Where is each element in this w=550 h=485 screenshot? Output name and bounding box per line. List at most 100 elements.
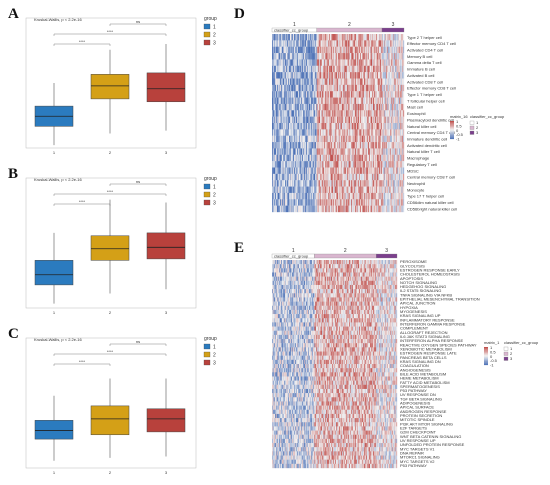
heat-legend-step (450, 124, 454, 125)
heat-legend-step (450, 121, 454, 122)
heat-cell (403, 98, 404, 105)
box-1 (35, 420, 73, 439)
heat-legend-step (450, 129, 454, 130)
heat-cell (403, 136, 404, 143)
legend-swatch-1 (204, 184, 210, 189)
heat-legend-step (450, 126, 454, 127)
panel-letter-b: B (8, 166, 18, 183)
heat-cell (403, 59, 404, 66)
group-bar-3 (382, 28, 404, 32)
group-legend-swatch-2 (470, 126, 474, 130)
box-2 (91, 236, 129, 261)
legend-label-2: 2 (213, 353, 216, 359)
row-label: MDSC (407, 168, 419, 173)
heat-cell (403, 129, 404, 136)
group-legend-swatch-1 (470, 121, 474, 125)
row-label: CD56bright natural killer cell (407, 206, 457, 211)
group-bar-2 (317, 28, 382, 32)
heat-cell (403, 206, 404, 213)
legend-label-3: 3 (213, 41, 216, 47)
panel-letter-d: D (234, 6, 245, 23)
bracket-label-0: **** (79, 39, 86, 44)
heat-cell (403, 104, 404, 111)
row-label: Central memory CD8 T cell (407, 175, 455, 180)
box-2 (91, 74, 129, 99)
row-label: Immature dendritic cell (407, 136, 447, 141)
heat-cell (403, 91, 404, 98)
heat-legend-step (450, 136, 454, 137)
heat-cells (272, 34, 404, 212)
x-tick-3: 3 (165, 150, 168, 155)
heat-cell (403, 110, 404, 117)
heat-cell (403, 72, 404, 79)
group-bar-2 (314, 254, 376, 258)
group-legend-label-3: 3 (476, 130, 479, 135)
legend-swatch-2 (204, 32, 210, 37)
legend-swatch-2 (204, 192, 210, 197)
bracket-label-1: **** (107, 349, 114, 354)
heat-cell (403, 148, 404, 155)
panel-letter-e: E (234, 240, 244, 257)
legend-swatch-1 (204, 344, 210, 349)
x-tick-3: 3 (165, 470, 168, 475)
heat-cell (403, 168, 404, 175)
row-label: Central memory CD4 T cell (407, 130, 455, 135)
heat-cell (396, 260, 397, 264)
row-label: Type 1 T helper cell (407, 92, 442, 97)
group-label-3: 3 (392, 22, 395, 28)
heat-cell (403, 193, 404, 200)
annotation-label: classifier_cc_group (274, 254, 309, 259)
heat-legend-step (450, 134, 454, 135)
heat-cell (403, 40, 404, 47)
heat-cell (403, 123, 404, 130)
row-label: Memory B cell (407, 54, 432, 59)
heat-cell (403, 79, 404, 86)
heat-legend-step (450, 125, 454, 126)
heat-legend-step (450, 130, 454, 131)
legend-label-2: 2 (213, 193, 216, 199)
legend-swatch-3 (204, 200, 210, 205)
bracket-label-1: **** (107, 189, 114, 194)
row-label: Macrophage (407, 156, 430, 161)
legend-label-2: 2 (213, 33, 216, 39)
row-label: Mast cell (407, 105, 423, 110)
stat-label: Kruskal-Wallis, p < 2.2e-16 (34, 177, 83, 182)
bracket-label-0: **** (79, 199, 86, 204)
row-label: Type 2 T helper cell (407, 35, 442, 40)
heat-cell (403, 155, 404, 162)
x-tick-1: 1 (53, 310, 56, 315)
row-label: Regulatory T cell (407, 162, 437, 167)
legend-title: group (204, 336, 217, 342)
group-label-2: 2 (344, 248, 347, 254)
heat-legend-step (450, 132, 454, 133)
group-label-3: 3 (385, 248, 388, 254)
row-label: Activated CD4 T cell (407, 47, 443, 52)
heat-legend-step (450, 128, 454, 129)
legend-label-3: 3 (213, 361, 216, 367)
row-label: Activated B cell (407, 73, 434, 78)
bracket-label-2: ns (136, 19, 140, 24)
heat-cell (403, 174, 404, 181)
legend-label-3: 3 (213, 201, 216, 207)
heat-cell (403, 142, 404, 149)
box-3 (147, 233, 185, 259)
x-tick-2: 2 (109, 150, 112, 155)
box-2 (91, 406, 129, 435)
row-label: CD56dim natural killer cell (407, 200, 454, 205)
x-tick-3: 3 (165, 310, 168, 315)
legend-swatch-3 (204, 360, 210, 365)
x-tick-1: 1 (53, 150, 56, 155)
heat-cell (403, 47, 404, 54)
row-label: Plasmacytoid dendritic cell (407, 117, 454, 122)
heat-cell (403, 161, 404, 168)
heat-legend-step (450, 127, 454, 128)
